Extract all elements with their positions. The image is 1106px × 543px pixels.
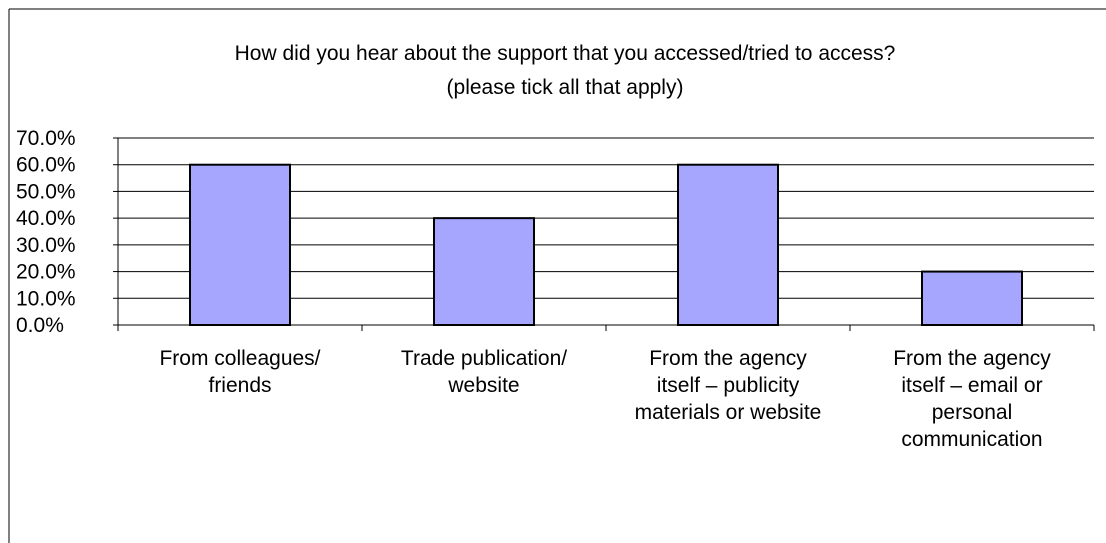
bar-2 bbox=[433, 217, 535, 326]
x-category-label-line: From colleagues/ bbox=[159, 347, 320, 370]
y-tick-label: 20.0% bbox=[16, 261, 76, 284]
x-category-label-2: Trade publication/website bbox=[401, 347, 567, 397]
y-tick-label: 50.0% bbox=[16, 180, 76, 203]
x-category-label-4: From the agency itself – email or personal… bbox=[893, 347, 1051, 451]
y-axis-tick-labels: 0.0% 10.0% 20.0% 30.0% 40.0% 50.0% 60.0% 70.0% bbox=[16, 127, 118, 337]
bars bbox=[189, 163, 1023, 327]
chart-title-line-1: How did you hear about the support that … bbox=[235, 42, 896, 65]
y-tick-label: 0.0% bbox=[16, 314, 64, 337]
x-category-label-line: friends bbox=[208, 374, 271, 397]
y-tick-label: 10.0% bbox=[16, 287, 76, 310]
x-category-label-line: materials or website bbox=[635, 401, 822, 424]
x-category-label-line: itself – email or bbox=[901, 374, 1042, 397]
x-category-label-line: Trade publication/ bbox=[401, 347, 567, 370]
bar-3 bbox=[677, 163, 779, 326]
chart-title-line-2: (please tick all that apply) bbox=[447, 76, 684, 99]
y-tick-label: 70.0% bbox=[16, 127, 76, 150]
x-category-label-line: website bbox=[447, 374, 519, 397]
x-category-label-3: From the agency itself – publicity materia… bbox=[635, 347, 822, 424]
x-category-label-line: communication bbox=[901, 428, 1042, 451]
bar-4 bbox=[921, 270, 1023, 327]
x-category-label-line: From the agency bbox=[893, 347, 1051, 370]
chart-title: How did you hear about the support that … bbox=[235, 42, 896, 99]
bar-1 bbox=[189, 163, 291, 326]
x-category-label-line: From the agency bbox=[649, 347, 807, 370]
axes bbox=[117, 138, 1095, 331]
y-tick-label: 30.0% bbox=[16, 234, 76, 257]
x-category-label-line: personal bbox=[932, 401, 1013, 424]
y-tick-label: 40.0% bbox=[16, 207, 76, 230]
x-category-label-1: From colleagues/friends bbox=[159, 347, 320, 397]
x-axis-tick-labels: From colleagues/friends Trade publication… bbox=[159, 347, 1051, 451]
x-category-label-line: itself – publicity bbox=[657, 374, 800, 397]
y-tick-label: 60.0% bbox=[16, 154, 76, 177]
